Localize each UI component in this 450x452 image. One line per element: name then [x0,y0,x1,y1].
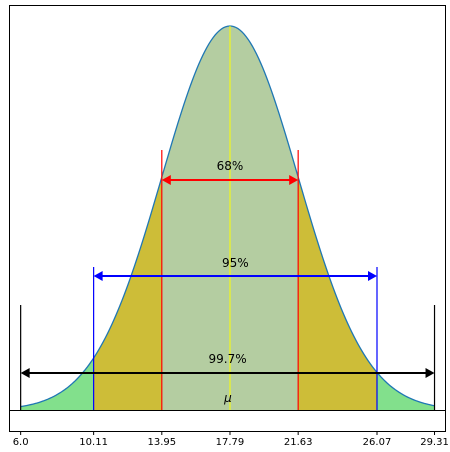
curve-layer [20,25,435,408]
marker-layer: 68% 95% 99.7% μ [20,26,436,410]
percent-label-997: 99.7% [209,352,247,366]
arrow-head-right-68 [289,175,299,185]
arrow-head-left-68 [161,175,171,185]
percent-label-95: 95% [222,256,249,270]
x-tick-label: 13.95 [147,437,176,448]
x-tick-label: 26.07 [363,437,392,448]
plot-frame [9,5,446,432]
bell-curve [20,25,435,408]
arrow-head-right-95 [367,271,377,281]
x-tick-label: 29.31 [420,437,449,448]
x-tick-label: 17.79 [216,437,245,448]
arrow-head-left-95 [93,271,103,281]
arrow-head-left-997 [20,368,30,378]
percent-label-68: 68% [217,159,244,173]
x-tick-label: 10.11 [79,437,108,448]
x-axis-ticks: 6.0 10.11 13.95 17.79 21.63 26.07 29.31 [13,431,449,448]
x-tick-label: 6.0 [13,437,29,448]
mean-label: μ [223,391,232,405]
x-tick-label: 21.63 [284,437,313,448]
arrow-head-right-997 [425,368,435,378]
